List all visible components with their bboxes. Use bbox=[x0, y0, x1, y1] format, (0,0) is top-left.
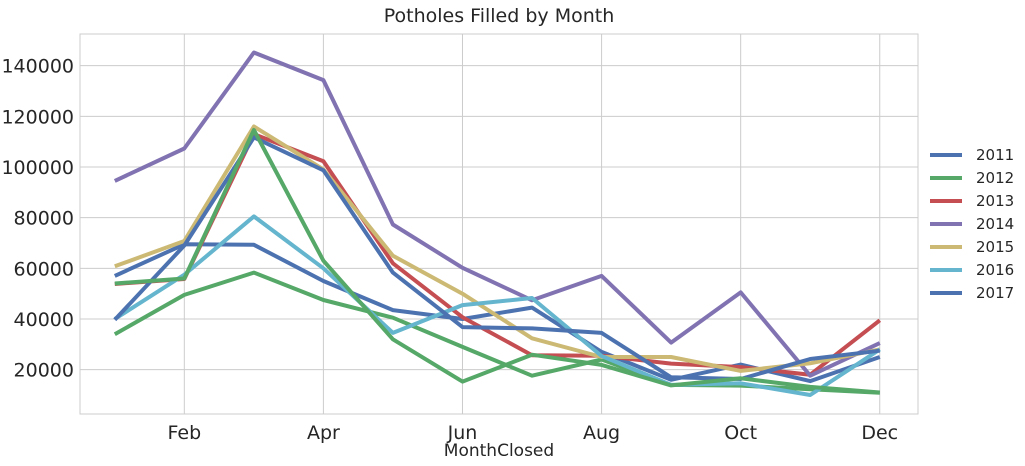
chart-title: Potholes Filled by Month bbox=[384, 5, 615, 27]
series-line-2015 bbox=[114, 124, 881, 373]
legend-label: 2013 bbox=[976, 192, 1014, 210]
legend-label: 2014 bbox=[976, 215, 1014, 233]
y-tick-label: 80000 bbox=[14, 208, 74, 230]
x-axis-label: MonthClosed bbox=[444, 441, 554, 461]
x-tick-label: Aug bbox=[583, 422, 620, 444]
tick-labels: 20000 40000 60000 80000 100000 120000 140000 Fe… bbox=[1, 56, 898, 444]
y-tick-label: 60000 bbox=[14, 258, 74, 280]
x-tick-label: Dec bbox=[861, 422, 898, 444]
legend-label: 2012 bbox=[976, 169, 1014, 187]
y-tick-label: 120000 bbox=[1, 106, 74, 128]
legend-label: 2016 bbox=[976, 261, 1014, 279]
y-tick-label: 40000 bbox=[14, 309, 74, 331]
legend: 2011 2012 2013 2014 2015 2016 2017 bbox=[930, 146, 1014, 302]
series-line-unnamed-7 bbox=[114, 128, 880, 395]
legend-label: 2011 bbox=[976, 146, 1014, 164]
x-tick-label: Oct bbox=[724, 422, 757, 444]
series-lines bbox=[113, 50, 882, 397]
y-tick-label: 140000 bbox=[1, 56, 74, 78]
y-tick-label: 20000 bbox=[14, 360, 74, 382]
y-tick-label: 100000 bbox=[1, 157, 74, 179]
x-tick-label: Jun bbox=[447, 422, 478, 444]
series-line-2016 bbox=[113, 214, 881, 397]
series-line-2014 bbox=[113, 50, 881, 378]
x-tick-label: Apr bbox=[307, 422, 340, 444]
legend-label: 2017 bbox=[976, 284, 1014, 302]
x-tick-label: Feb bbox=[167, 422, 201, 444]
legend-label: 2015 bbox=[976, 238, 1014, 256]
